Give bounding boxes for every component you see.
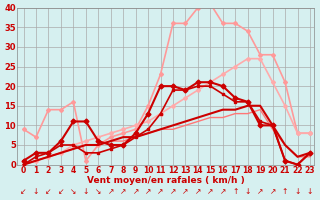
Text: ↗: ↗ <box>195 187 201 196</box>
Text: ↙: ↙ <box>58 187 64 196</box>
Text: ↙: ↙ <box>20 187 27 196</box>
Text: ↓: ↓ <box>244 187 251 196</box>
Text: ↑: ↑ <box>282 187 288 196</box>
Text: ↗: ↗ <box>257 187 263 196</box>
Text: ↘: ↘ <box>70 187 76 196</box>
Text: ↗: ↗ <box>207 187 213 196</box>
Text: ↗: ↗ <box>182 187 188 196</box>
Text: ↗: ↗ <box>132 187 139 196</box>
Text: ↙: ↙ <box>45 187 52 196</box>
Text: ↗: ↗ <box>145 187 151 196</box>
Text: ↓: ↓ <box>33 187 39 196</box>
Text: ↗: ↗ <box>157 187 164 196</box>
Text: ↗: ↗ <box>220 187 226 196</box>
Text: ↘: ↘ <box>95 187 101 196</box>
Text: ↓: ↓ <box>83 187 89 196</box>
Text: ↓: ↓ <box>294 187 301 196</box>
Text: ↗: ↗ <box>170 187 176 196</box>
X-axis label: Vent moyen/en rafales ( km/h ): Vent moyen/en rafales ( km/h ) <box>87 176 244 185</box>
Text: ↗: ↗ <box>269 187 276 196</box>
Text: ↗: ↗ <box>120 187 126 196</box>
Text: ↓: ↓ <box>307 187 313 196</box>
Text: ↗: ↗ <box>108 187 114 196</box>
Text: ↑: ↑ <box>232 187 238 196</box>
